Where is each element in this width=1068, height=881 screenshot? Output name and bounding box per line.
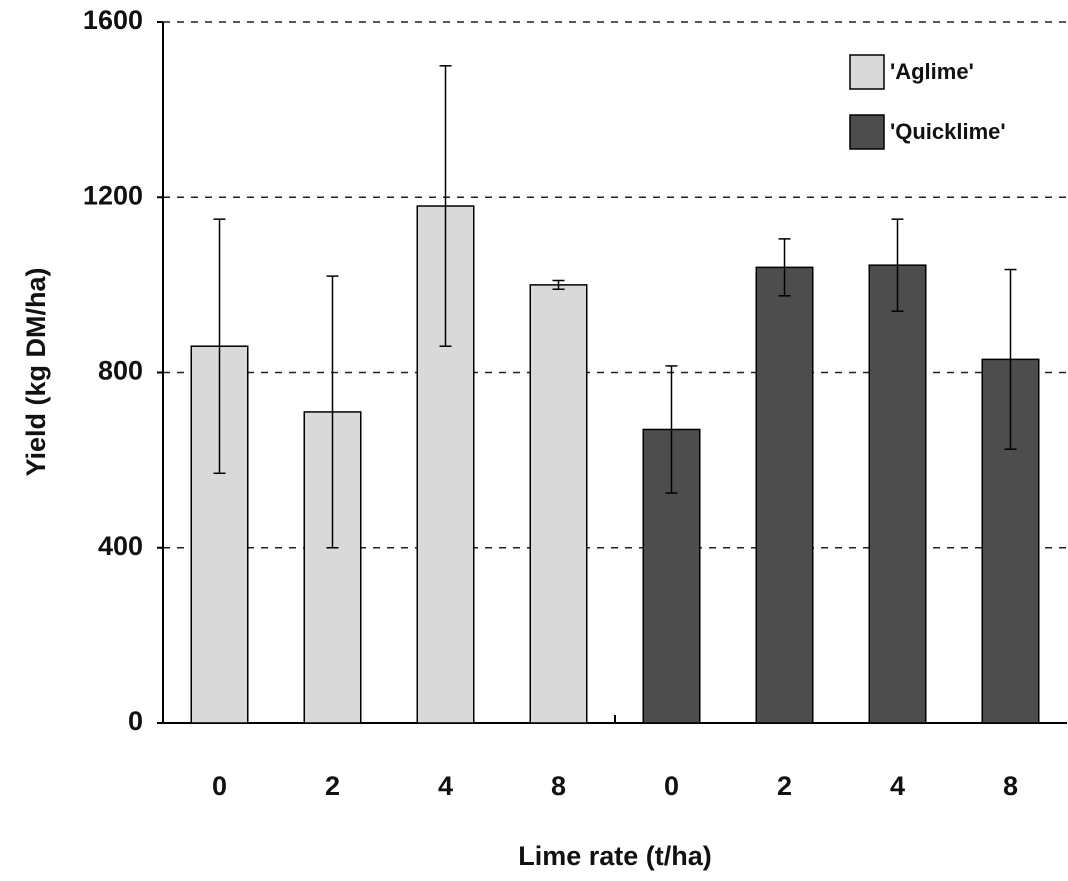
y-tick-label: 1600 — [83, 5, 143, 35]
x-tick-label: 8 — [551, 771, 566, 801]
x-tick-label: 4 — [438, 771, 453, 801]
legend-label: 'Aglime' — [890, 59, 974, 84]
error-bar — [891, 218, 904, 312]
x-tick-label: 2 — [777, 771, 792, 801]
error-bar — [1004, 268, 1017, 450]
x-tick-label: 8 — [1003, 771, 1018, 801]
legend-swatch — [849, 54, 885, 90]
x-tick-label: 0 — [212, 771, 227, 801]
y-tick-label: 0 — [128, 706, 143, 736]
legend-swatch — [849, 114, 885, 150]
error-bar — [552, 279, 565, 291]
x-tick-label: 0 — [664, 771, 679, 801]
legend-label: 'Quicklime' — [890, 119, 1006, 144]
error-bar — [665, 365, 678, 494]
error-bar — [213, 218, 226, 475]
y-axis-title: Yield (kg DM/ha) — [21, 267, 51, 476]
x-axis-title: Lime rate (t/ha) — [518, 841, 712, 871]
y-tick-label: 1200 — [83, 180, 143, 210]
error-bar — [439, 65, 452, 347]
bar — [755, 266, 814, 724]
error-bar — [778, 238, 791, 297]
bar — [529, 284, 588, 724]
bar — [868, 264, 927, 724]
y-tick-label: 800 — [98, 356, 143, 386]
y-tick-label: 400 — [98, 531, 143, 561]
x-tick-label: 2 — [325, 771, 340, 801]
bar — [642, 428, 701, 724]
x-tick-label: 4 — [890, 771, 905, 801]
error-bar — [326, 275, 339, 549]
